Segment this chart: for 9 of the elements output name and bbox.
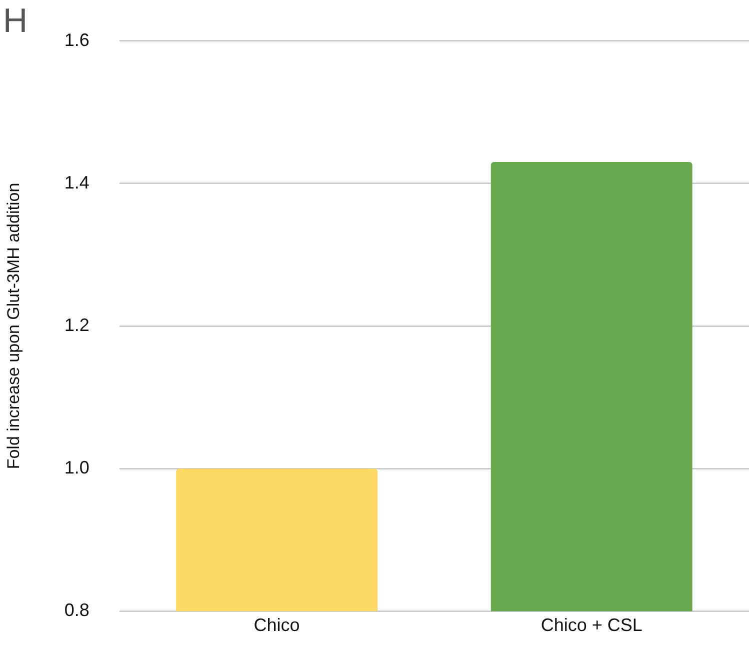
x-tick-label: Chico	[254, 614, 300, 635]
y-tick-label: 1.4	[64, 172, 90, 192]
x-tick-label: Chico + CSL	[540, 614, 642, 635]
y-axis-title: Fold increase upon Glut-3MH addition	[4, 182, 23, 470]
text: H	[3, 2, 28, 41]
y-tick-label: 1.0	[64, 458, 90, 478]
y-tick-label: 1.6	[64, 30, 90, 50]
y-tick-label: 1.2	[64, 314, 90, 335]
y-tick-label: 0.8	[64, 600, 90, 620]
